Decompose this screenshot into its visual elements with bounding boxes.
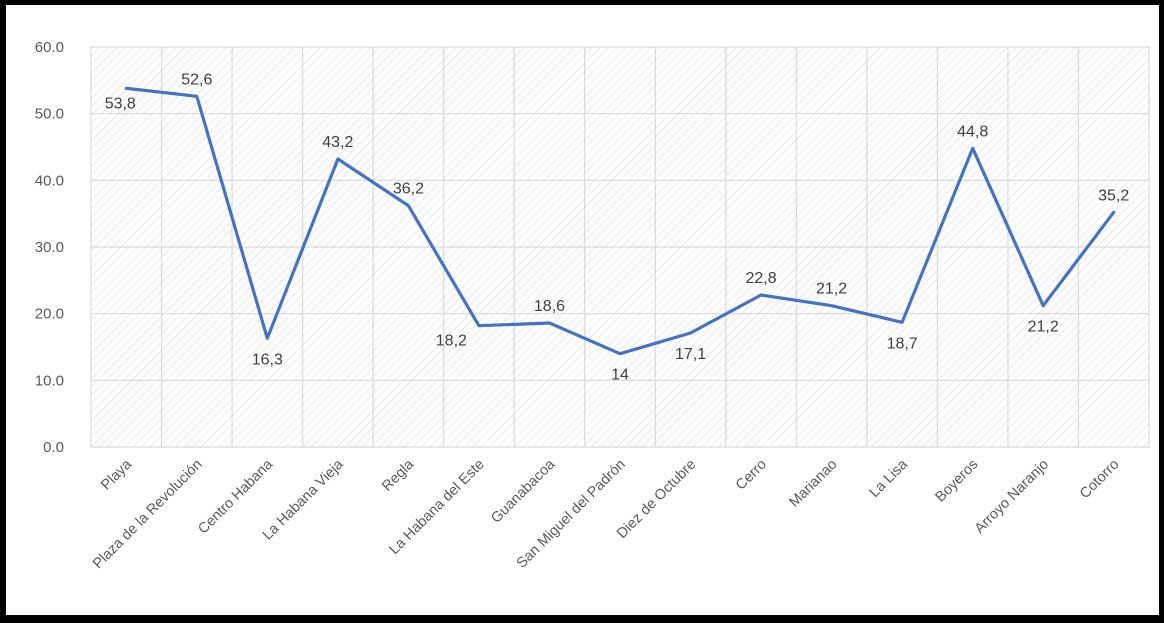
x-tick-label: Marianao — [786, 457, 840, 511]
data-label: 53,8 — [105, 95, 136, 112]
x-tick-label: La Lisa — [867, 456, 912, 501]
data-label: 52,6 — [181, 71, 212, 88]
data-label: 44,8 — [957, 123, 988, 140]
y-tick-label: 10.0 — [35, 372, 64, 389]
x-tick-label: Arroyo Naranjo — [972, 457, 1052, 537]
x-tick-label: Guanabacoa — [488, 456, 559, 527]
y-tick-label: 40.0 — [35, 172, 64, 189]
data-label: 16,3 — [252, 351, 283, 368]
data-label: 17,1 — [675, 346, 706, 363]
y-tick-label: 50.0 — [35, 106, 64, 123]
y-tick-label: 60.0 — [35, 39, 64, 56]
y-tick-label: 0.0 — [43, 439, 64, 456]
data-label: 14 — [611, 367, 629, 384]
x-tick-label: Cerro — [733, 457, 770, 494]
x-tick-label: Playa — [98, 456, 136, 494]
data-label: 21,2 — [1028, 319, 1059, 336]
data-label: 43,2 — [322, 134, 353, 151]
data-label: 21,2 — [816, 281, 847, 298]
x-tick-label: Boyeros — [933, 457, 982, 506]
series-line — [124, 86, 1116, 356]
data-label: 18,2 — [436, 333, 467, 350]
data-label: 18,6 — [534, 298, 565, 315]
x-tick-label: Regla — [379, 456, 418, 495]
data-label: 35,2 — [1098, 187, 1129, 204]
data-label: 36,2 — [393, 181, 424, 198]
y-tick-label: 20.0 — [35, 306, 64, 323]
y-tick-label: 30.0 — [35, 239, 64, 256]
data-label: 18,7 — [887, 335, 918, 352]
data-label: 22,8 — [745, 270, 776, 287]
x-tick-label: Centro Habana — [195, 456, 277, 538]
x-tick-label: Cotorro — [1077, 457, 1123, 503]
